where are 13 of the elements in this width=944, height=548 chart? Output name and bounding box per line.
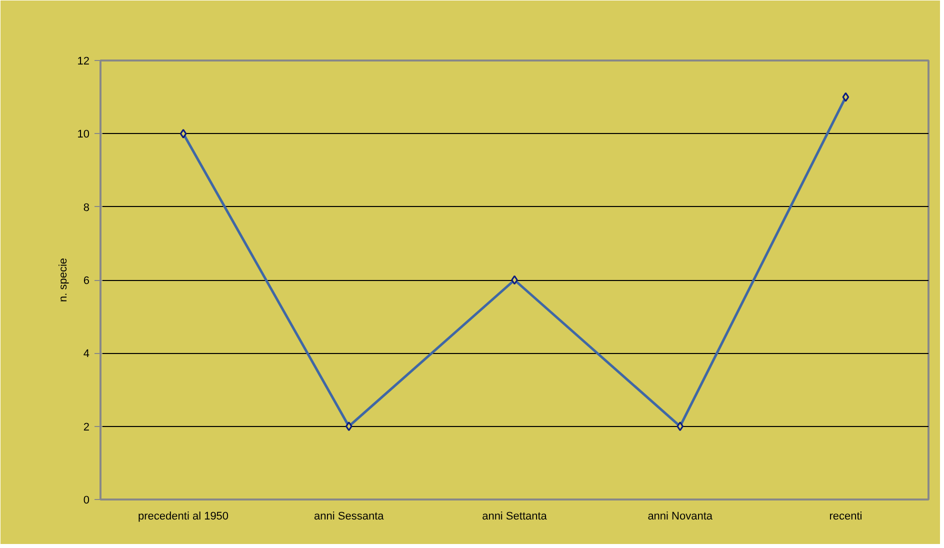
y-tick-label: 8 bbox=[83, 202, 90, 214]
y-tick-label: 10 bbox=[77, 128, 90, 141]
y-tick-label: 6 bbox=[83, 275, 90, 287]
y-tick-label: 12 bbox=[77, 56, 90, 68]
y-tick-label: 2 bbox=[83, 421, 90, 434]
x-tick-label: precedenti al 1950 bbox=[138, 510, 229, 522]
x-tick-label: anni Novanta bbox=[648, 510, 714, 522]
y-axis-title: n. specie bbox=[57, 258, 70, 302]
x-tick-label: anni Sessanta bbox=[314, 510, 385, 522]
y-tick-label: 4 bbox=[83, 348, 90, 360]
y-tick-label: 0 bbox=[83, 494, 90, 506]
x-tick-label: recenti bbox=[829, 510, 862, 522]
x-tick-label: anni Settanta bbox=[482, 510, 548, 522]
